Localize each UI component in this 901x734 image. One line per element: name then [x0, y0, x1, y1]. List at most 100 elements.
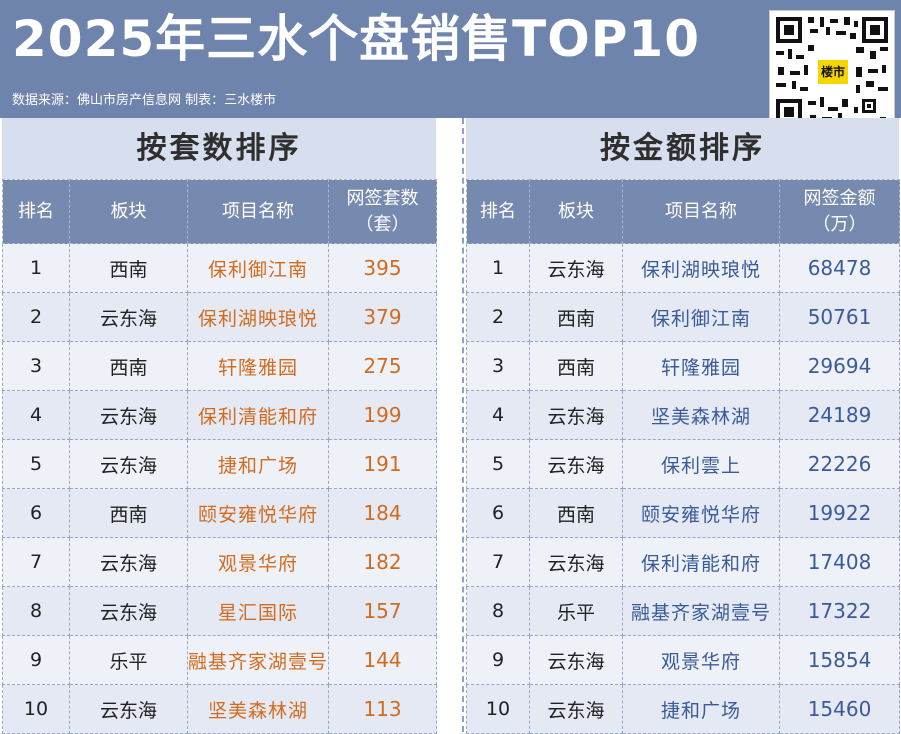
rank-cell: 1 — [2, 243, 70, 293]
table-row: 1 西南 保利御江南 395 — [2, 243, 437, 293]
block-cell: 西南 — [69, 243, 188, 293]
rank-cell: 6 — [2, 488, 70, 538]
block-cell: 云东海 — [69, 537, 188, 587]
project-name-cell: 保利湖映琅悦 — [622, 243, 780, 293]
value-cell: 144 — [328, 635, 437, 685]
value-cell: 22226 — [779, 439, 900, 489]
table-row: 1 云东海 保利湖映琅悦 68478 — [466, 243, 900, 293]
project-name-cell: 观景华府 — [187, 537, 329, 587]
page-title: 2025年三水个盘销售TOP10 — [12, 10, 700, 68]
value-cell: 379 — [328, 292, 437, 342]
table-row: 6 西南 颐安雍悦华府 19922 — [466, 488, 900, 538]
project-name-cell: 观景华府 — [622, 635, 780, 685]
rank-cell: 3 — [2, 341, 70, 391]
project-name-cell: 星汇国际 — [187, 586, 329, 636]
block-cell: 西南 — [529, 292, 623, 342]
amount-ranking-title: 按金额排序 — [466, 118, 899, 179]
block-cell: 云东海 — [69, 684, 188, 734]
table-row: 10 云东海 坚美森林湖 113 — [2, 684, 437, 734]
value-cell: 157 — [328, 586, 437, 636]
rank-cell: 7 — [466, 537, 530, 587]
project-name-cell: 颐安雍悦华府 — [622, 488, 780, 538]
count-ranking-table: 排名 板块 项目名称 网签套数 （套） 1 西南 保利御江南 395 2 云东海 保利湖映琅悦… — [2, 179, 437, 734]
rank-cell: 10 — [2, 684, 70, 734]
project-name-cell: 坚美森林湖 — [187, 684, 329, 734]
value-cell: 50761 — [779, 292, 900, 342]
project-name-cell: 颐安雍悦华府 — [187, 488, 329, 538]
rank-cell: 5 — [2, 439, 70, 489]
rank-cell: 1 — [466, 243, 530, 293]
block-cell: 西南 — [69, 341, 188, 391]
block-header: 板块 — [529, 179, 623, 244]
block-cell: 云东海 — [69, 390, 188, 440]
table-row: 3 西南 轩隆雅园 29694 — [466, 341, 900, 391]
table-row: 8 乐平 融基齐家湖壹号 17322 — [466, 586, 900, 636]
rank-cell: 5 — [466, 439, 530, 489]
block-cell: 云东海 — [529, 439, 623, 489]
project-name-cell: 保利御江南 — [187, 243, 329, 293]
table-row: 3 西南 轩隆雅园 275 — [2, 341, 437, 391]
table-row: 9 云东海 观景华府 15854 — [466, 635, 900, 685]
qr-brand-logo: 楼市 — [817, 59, 849, 85]
value-cell: 15854 — [779, 635, 900, 685]
project-header: 项目名称 — [622, 179, 780, 244]
value-cell: 29694 — [779, 341, 900, 391]
rank-cell: 8 — [466, 586, 530, 636]
rank-cell: 9 — [466, 635, 530, 685]
rank-cell: 3 — [466, 341, 530, 391]
count-ranking-title: 按套数排序 — [2, 118, 436, 179]
block-cell: 西南 — [529, 488, 623, 538]
table-row: 8 云东海 星汇国际 157 — [2, 586, 437, 636]
value-cell: 191 — [328, 439, 437, 489]
table-header-row: 排名 板块 项目名称 网签金额 （万） — [466, 179, 900, 244]
project-name-cell: 保利清能和府 — [622, 537, 780, 587]
rank-cell: 6 — [466, 488, 530, 538]
rank-cell: 4 — [2, 390, 70, 440]
value-cell: 182 — [328, 537, 437, 587]
amount-ranking-panel: 按金额排序 排名 板块 项目名称 网签金额 （万） 1 云东海 保利湖映琅悦 68478… — [466, 118, 900, 734]
project-name-cell: 保利御江南 — [622, 292, 780, 342]
block-cell: 云东海 — [529, 390, 623, 440]
qr-code[interactable]: 楼市 — [769, 10, 895, 132]
project-name-cell: 捷和广场 — [187, 439, 329, 489]
rank-header: 排名 — [2, 179, 70, 244]
rank-cell: 4 — [466, 390, 530, 440]
project-name-cell: 融基齐家湖壹号 — [187, 635, 329, 685]
value-cell: 68478 — [779, 243, 900, 293]
block-cell: 乐平 — [529, 586, 623, 636]
rank-cell: 10 — [466, 684, 530, 734]
rank-cell: 9 — [2, 635, 70, 685]
project-name-cell: 保利清能和府 — [187, 390, 329, 440]
value-cell: 19922 — [779, 488, 900, 538]
table-header-row: 排名 板块 项目名称 网签套数 （套） — [2, 179, 437, 244]
block-cell: 云东海 — [529, 537, 623, 587]
project-name-cell: 融基齐家湖壹号 — [622, 586, 780, 636]
table-row: 9 乐平 融基齐家湖壹号 144 — [2, 635, 437, 685]
value-cell: 24189 — [779, 390, 900, 440]
amount-header-label: 网签金额 — [803, 187, 876, 209]
project-name-cell: 保利雲上 — [622, 439, 780, 489]
block-cell: 云东海 — [69, 439, 188, 489]
table-row: 2 云东海 保利湖映琅悦 379 — [2, 292, 437, 342]
table-row: 2 西南 保利御江南 50761 — [466, 292, 900, 342]
value-cell: 275 — [328, 341, 437, 391]
amount-header-unit: （万） — [812, 213, 867, 235]
amount-header: 网签金额 （万） — [779, 179, 900, 244]
value-cell: 199 — [328, 390, 437, 440]
count-header-label: 网签套数 — [346, 187, 419, 209]
table-row: 5 云东海 捷和广场 191 — [2, 439, 437, 489]
count-header-unit: （套） — [355, 213, 410, 235]
project-header: 项目名称 — [187, 179, 329, 244]
block-header: 板块 — [69, 179, 188, 244]
block-cell: 云东海 — [529, 635, 623, 685]
value-cell: 184 — [328, 488, 437, 538]
block-cell: 西南 — [69, 488, 188, 538]
table-row: 6 西南 颐安雍悦华府 184 — [2, 488, 437, 538]
table-row: 4 云东海 保利清能和府 199 — [2, 390, 437, 440]
panel-divider — [462, 118, 465, 732]
rank-cell: 7 — [2, 537, 70, 587]
count-ranking-panel: 按套数排序 排名 板块 项目名称 网签套数 （套） 1 西南 保利御江南 395 2 云东海… — [2, 118, 437, 734]
header-banner: 2025年三水个盘销售TOP10 数据来源：佛山市房产信息网 制表：三水楼市 — [0, 0, 901, 132]
table-row: 7 云东海 观景华府 182 — [2, 537, 437, 587]
